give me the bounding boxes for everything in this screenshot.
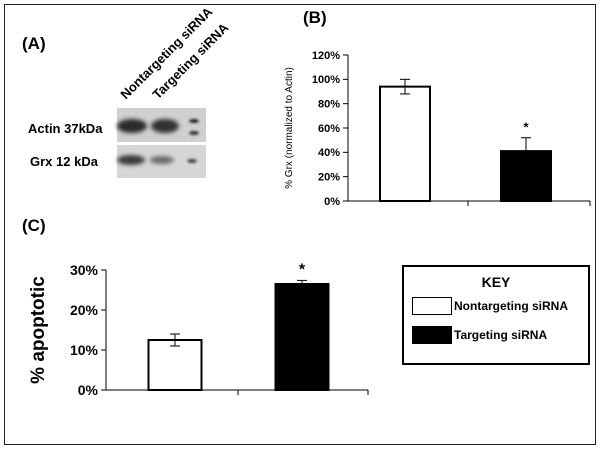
chart-c-ytick-label-3: 30% [70,262,99,278]
blot-band-actin-nontargeting [117,119,147,133]
panel-label-c: (C) [22,216,46,235]
blot-marker-1 [189,119,199,123]
chart-c-ytick-label-1: 10% [70,342,99,358]
blot-marker-3 [187,159,197,163]
chart-b-significance-targeting: * [523,120,529,135]
chart-b-ytick-label-4: 80% [318,99,340,111]
chart-c-bar-targeting [274,283,330,391]
legend-swatch-targeting [412,326,452,344]
chart-c-y-axis-label: % apoptotic [28,276,49,384]
chart-b-ytick-label-6: 120% [312,50,340,62]
blot-band-grx-targeting [150,156,174,164]
blot-row-label-grx: Grx 12 kDa [30,154,98,169]
panel-label-b: (B) [303,8,327,27]
legend-label-targeting: Targeting siRNA [454,328,548,342]
legend-title: KEY [481,274,511,290]
legend-label-nontargeting: Nontargeting siRNA [454,299,568,313]
chart-b-ytick-label-3: 60% [318,123,340,135]
blot-band-actin-targeting [151,119,179,133]
chart-c-ytick-label-2: 20% [70,302,99,318]
legend-swatch-nontargeting [412,297,452,315]
chart-b-y-axis-label: % Grx (normalized to Actin) [284,67,295,189]
chart-c-significance-targeting: * [299,261,306,278]
chart-b-ytick-label-2: 40% [318,147,340,159]
chart-b-ytick-label-1: 20% [318,172,340,184]
panel-label-a: (A) [22,34,46,53]
legend-box: KEY Nontargeting siRNA Targeting siRNA [402,265,590,365]
blot-row-label-actin: Actin 37kDa [28,121,103,136]
figure-frame [4,4,596,445]
blot-band-grx-nontargeting [117,155,145,165]
blot-marker-2 [189,131,199,135]
chart-b-ytick-label-0: 0% [324,196,340,208]
chart-b-ytick-label-5: 100% [312,74,340,86]
chart-c-ytick-label-0: 0% [78,382,99,398]
chart-c-bar-nontargeting [147,339,203,391]
